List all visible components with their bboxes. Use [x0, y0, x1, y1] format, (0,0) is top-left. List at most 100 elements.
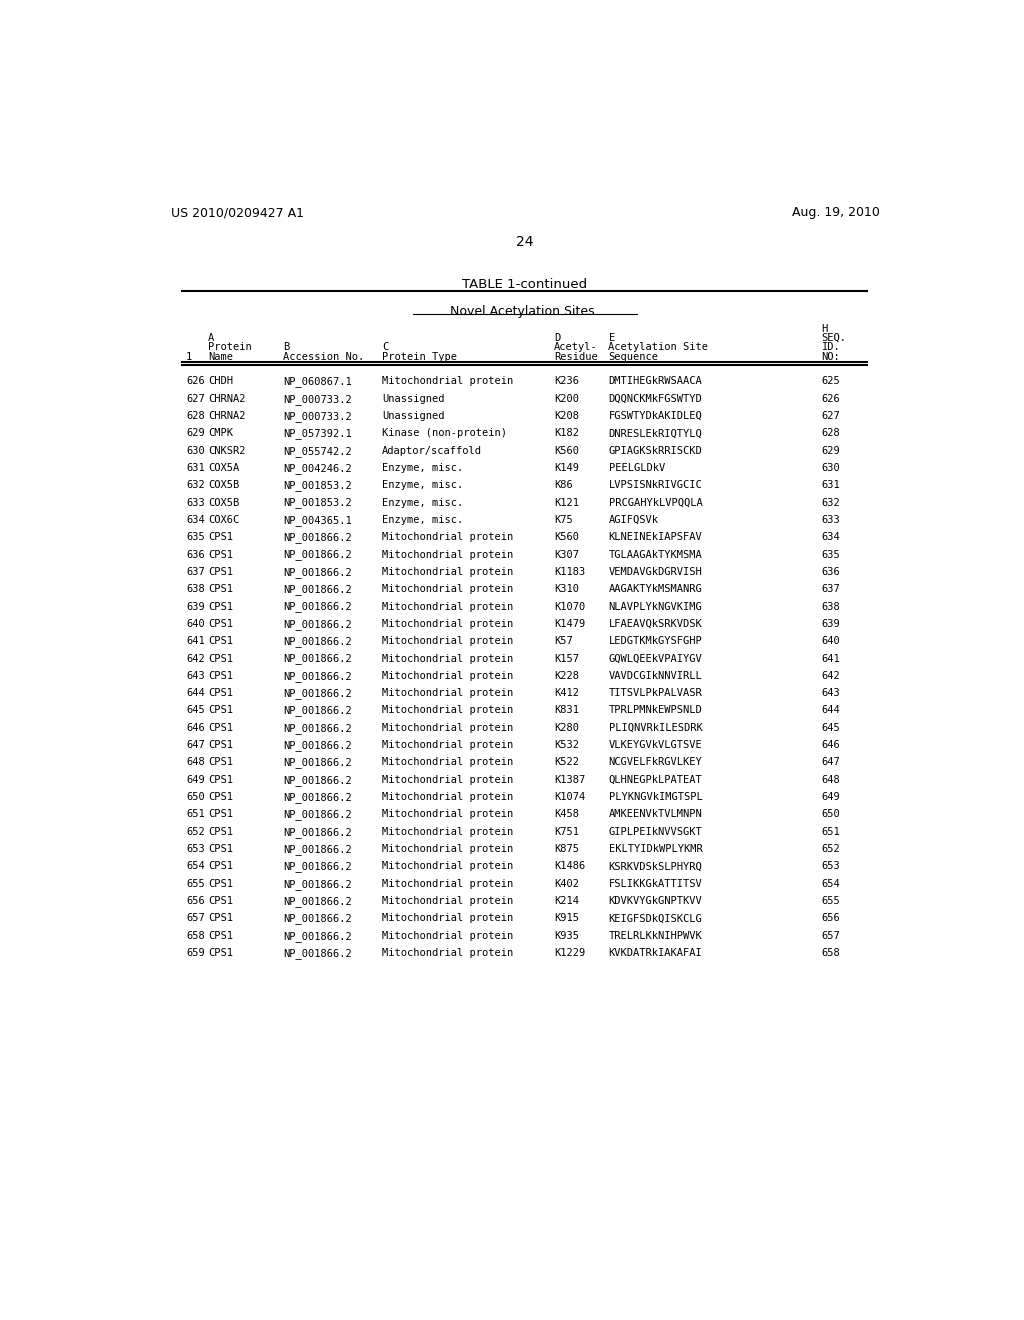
Text: K402: K402 — [554, 879, 580, 888]
Text: TITSVLPkPALVASR: TITSVLPkPALVASR — [608, 688, 702, 698]
Text: 640: 640 — [821, 636, 841, 647]
Text: 651: 651 — [821, 826, 841, 837]
Text: NP_001866.2: NP_001866.2 — [283, 653, 352, 664]
Text: 645: 645 — [186, 705, 205, 715]
Text: NP_001866.2: NP_001866.2 — [283, 566, 352, 578]
Text: Mitochondrial protein: Mitochondrial protein — [382, 549, 513, 560]
Text: K412: K412 — [554, 688, 580, 698]
Text: CPS1: CPS1 — [208, 896, 232, 906]
Text: Mitochondrial protein: Mitochondrial protein — [382, 775, 513, 785]
Text: D: D — [554, 333, 560, 343]
Text: Mitochondrial protein: Mitochondrial protein — [382, 792, 513, 803]
Text: 637: 637 — [186, 566, 205, 577]
Text: K1074: K1074 — [554, 792, 586, 803]
Text: Mitochondrial protein: Mitochondrial protein — [382, 723, 513, 733]
Text: 648: 648 — [821, 775, 841, 785]
Text: TABLE 1-continued: TABLE 1-continued — [462, 277, 588, 290]
Text: 650: 650 — [186, 792, 205, 803]
Text: H: H — [821, 323, 827, 334]
Text: Novel Acetylation Sites.: Novel Acetylation Sites. — [451, 305, 599, 318]
Text: K522: K522 — [554, 758, 580, 767]
Text: 643: 643 — [186, 671, 205, 681]
Text: 635: 635 — [186, 532, 205, 543]
Text: CPS1: CPS1 — [208, 653, 232, 664]
Text: GQWLQEEkVPAIYGV: GQWLQEEkVPAIYGV — [608, 653, 702, 664]
Text: 638: 638 — [186, 585, 205, 594]
Text: DNRESLEkRIQTYLQ: DNRESLEkRIQTYLQ — [608, 428, 702, 438]
Text: DMTIHEGkRWSAACA: DMTIHEGkRWSAACA — [608, 376, 702, 387]
Text: Kinase (non-protein): Kinase (non-protein) — [382, 428, 507, 438]
Text: KDVKVYGkGNPTKVV: KDVKVYGkGNPTKVV — [608, 896, 702, 906]
Text: 655: 655 — [821, 896, 841, 906]
Text: K149: K149 — [554, 463, 580, 473]
Text: 636: 636 — [186, 549, 205, 560]
Text: Mitochondrial protein: Mitochondrial protein — [382, 758, 513, 767]
Text: FSLIKKGkATTITSV: FSLIKKGkATTITSV — [608, 879, 702, 888]
Text: CMPK: CMPK — [208, 428, 232, 438]
Text: LFAEAVQkSRKVDSK: LFAEAVQkSRKVDSK — [608, 619, 702, 628]
Text: CPS1: CPS1 — [208, 705, 232, 715]
Text: Unassigned: Unassigned — [382, 393, 444, 404]
Text: Mitochondrial protein: Mitochondrial protein — [382, 705, 513, 715]
Text: AAGAKTYkMSMANRG: AAGAKTYkMSMANRG — [608, 585, 702, 594]
Text: 652: 652 — [186, 826, 205, 837]
Text: 628: 628 — [821, 428, 841, 438]
Text: NP_001866.2: NP_001866.2 — [283, 862, 352, 873]
Text: K182: K182 — [554, 428, 580, 438]
Text: CPS1: CPS1 — [208, 619, 232, 628]
Text: Adaptor/scaffold: Adaptor/scaffold — [382, 446, 482, 455]
Text: Mitochondrial protein: Mitochondrial protein — [382, 809, 513, 820]
Text: 650: 650 — [821, 809, 841, 820]
Text: 658: 658 — [821, 948, 841, 958]
Text: K915: K915 — [554, 913, 580, 924]
Text: K214: K214 — [554, 896, 580, 906]
Text: 641: 641 — [821, 653, 841, 664]
Text: NP_001866.2: NP_001866.2 — [283, 549, 352, 561]
Text: Mitochondrial protein: Mitochondrial protein — [382, 532, 513, 543]
Text: NP_001853.2: NP_001853.2 — [283, 498, 352, 508]
Text: 626: 626 — [821, 393, 841, 404]
Text: NP_001866.2: NP_001866.2 — [283, 636, 352, 647]
Text: Mitochondrial protein: Mitochondrial protein — [382, 619, 513, 628]
Text: 644: 644 — [821, 705, 841, 715]
Text: CHRNA2: CHRNA2 — [208, 393, 246, 404]
Text: CPS1: CPS1 — [208, 585, 232, 594]
Text: 652: 652 — [821, 843, 841, 854]
Text: B: B — [283, 342, 289, 352]
Text: Mitochondrial protein: Mitochondrial protein — [382, 376, 513, 387]
Text: 635: 635 — [821, 549, 841, 560]
Text: NP_001866.2: NP_001866.2 — [283, 688, 352, 700]
Text: NP_001866.2: NP_001866.2 — [283, 792, 352, 803]
Text: 630: 630 — [821, 463, 841, 473]
Text: 633: 633 — [821, 515, 841, 525]
Text: CPS1: CPS1 — [208, 566, 232, 577]
Text: FGSWTYDkAKIDLEQ: FGSWTYDkAKIDLEQ — [608, 411, 702, 421]
Text: K310: K310 — [554, 585, 580, 594]
Text: K208: K208 — [554, 411, 580, 421]
Text: 647: 647 — [186, 741, 205, 750]
Text: COX5A: COX5A — [208, 463, 239, 473]
Text: NP_001866.2: NP_001866.2 — [283, 671, 352, 681]
Text: CHRNA2: CHRNA2 — [208, 411, 246, 421]
Text: K228: K228 — [554, 671, 580, 681]
Text: K560: K560 — [554, 446, 580, 455]
Text: COX5B: COX5B — [208, 480, 239, 490]
Text: NP_055742.2: NP_055742.2 — [283, 446, 352, 457]
Text: 655: 655 — [186, 879, 205, 888]
Text: E: E — [608, 333, 614, 343]
Text: LEDGTKMkGYSFGHP: LEDGTKMkGYSFGHP — [608, 636, 702, 647]
Text: K1486: K1486 — [554, 862, 586, 871]
Text: K1070: K1070 — [554, 602, 586, 611]
Text: CPS1: CPS1 — [208, 636, 232, 647]
Text: NP_001866.2: NP_001866.2 — [283, 809, 352, 820]
Text: 656: 656 — [821, 913, 841, 924]
Text: K875: K875 — [554, 843, 580, 854]
Text: K935: K935 — [554, 931, 580, 941]
Text: Mitochondrial protein: Mitochondrial protein — [382, 636, 513, 647]
Text: CPS1: CPS1 — [208, 723, 232, 733]
Text: CPS1: CPS1 — [208, 879, 232, 888]
Text: KVKDATRkIAKAFAI: KVKDATRkIAKAFAI — [608, 948, 702, 958]
Text: 636: 636 — [821, 566, 841, 577]
Text: 629: 629 — [186, 428, 205, 438]
Text: Mitochondrial protein: Mitochondrial protein — [382, 843, 513, 854]
